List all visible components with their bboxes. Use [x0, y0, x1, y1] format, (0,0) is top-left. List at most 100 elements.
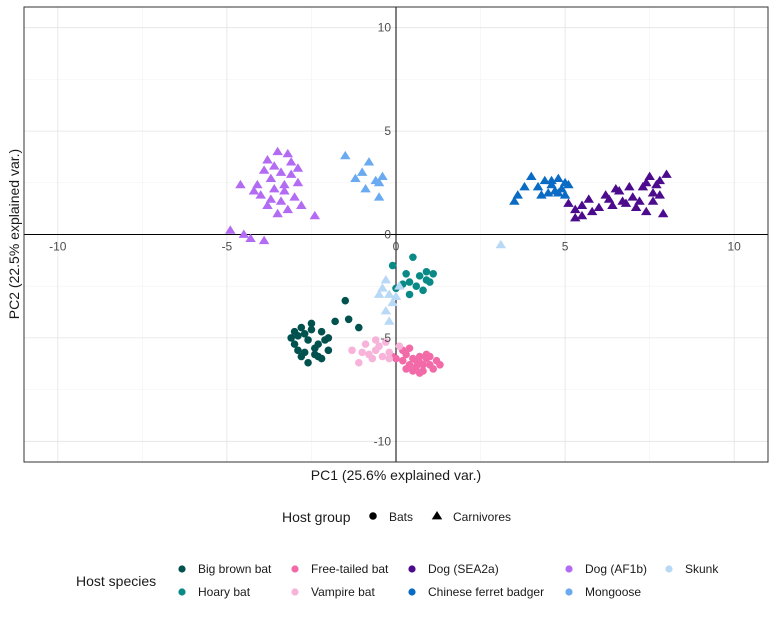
data-point: [553, 188, 564, 197]
data-point: [252, 179, 263, 189]
series-vampire-bat: [348, 336, 404, 367]
zero-reference-lines: [24, 7, 768, 462]
data-point: [225, 225, 236, 234]
data-point: [292, 177, 304, 187]
color-legend-key: [665, 565, 673, 573]
data-point: [269, 161, 280, 170]
data-point: [297, 323, 306, 332]
data-point: [373, 289, 385, 298]
data-point: [368, 354, 377, 363]
data-point: [340, 150, 351, 160]
data-point: [344, 315, 353, 324]
data-point: [279, 179, 290, 189]
data-point: [422, 267, 431, 276]
data-point: [307, 319, 316, 328]
data-point: [262, 200, 273, 209]
series-big-brown-bat: [287, 296, 363, 367]
data-point: [647, 188, 659, 197]
data-point: [630, 202, 642, 212]
data-point: [536, 190, 547, 199]
data-point: [641, 206, 652, 216]
data-point: [422, 276, 431, 284]
data-point: [235, 179, 246, 189]
data-point: [317, 327, 326, 336]
data-point: [583, 194, 594, 203]
y-tick-label: 0: [384, 228, 391, 242]
data-point: [285, 157, 297, 166]
data-point: [356, 167, 368, 176]
data-point: [409, 367, 417, 375]
data-point: [314, 352, 322, 361]
data-point: [624, 181, 635, 191]
data-point: [384, 316, 395, 325]
x-tick-label: 10: [728, 240, 742, 254]
x-tick-label: -10: [49, 240, 67, 254]
data-point: [593, 202, 605, 212]
data-point: [262, 155, 273, 164]
plot-border: [23, 6, 769, 463]
data-point: [307, 325, 316, 334]
data-point: [419, 361, 427, 369]
data-point: [382, 338, 390, 346]
data-point: [395, 342, 404, 350]
data-point: [279, 186, 290, 195]
data-point: [324, 334, 333, 342]
data-point: [576, 200, 588, 209]
data-point: [297, 352, 306, 361]
y-tick-label: 5: [384, 124, 391, 138]
series-mongoose: [340, 150, 388, 201]
data-point: [355, 358, 363, 367]
data-point: [647, 196, 659, 205]
data-point: [375, 342, 383, 350]
data-point: [627, 192, 638, 201]
color-legend-title: Host species: [76, 573, 156, 589]
data-point: [390, 291, 402, 300]
data-point: [265, 173, 277, 183]
data-point: [617, 196, 628, 205]
data-point: [269, 183, 280, 193]
data-point: [563, 198, 574, 207]
color-legend-key: [408, 565, 416, 573]
data-point: [377, 171, 388, 180]
data-point: [651, 179, 662, 189]
data-point: [570, 204, 581, 214]
data-point: [304, 358, 312, 367]
data-point: [519, 181, 530, 191]
data-point: [412, 282, 421, 290]
data-point: [402, 365, 410, 373]
data-point: [402, 270, 410, 278]
x-axis-title: PC1 (25.6% explained var.): [311, 467, 481, 483]
y-tick-label: -10: [374, 434, 392, 448]
series-chinese-ferret-badger: [509, 171, 574, 205]
data-point: [409, 253, 417, 262]
data-point: [245, 233, 256, 243]
color-legend-key: [178, 588, 186, 596]
data-point: [607, 200, 618, 209]
color-legend-key: [408, 588, 416, 596]
data-point: [641, 177, 652, 187]
data-point: [532, 181, 544, 191]
data-point: [363, 157, 375, 166]
data-point: [348, 346, 356, 355]
data-point: [300, 329, 309, 338]
data-point: [394, 281, 405, 290]
data-point: [360, 183, 371, 193]
data-point: [272, 208, 283, 218]
data-point: [355, 323, 363, 332]
color-legend-label: Vampire bat: [311, 585, 375, 599]
data-point: [546, 175, 557, 185]
data-point: [388, 261, 397, 270]
data-point: [385, 348, 394, 357]
data-point: [341, 296, 350, 305]
series-hoary-bat: [388, 253, 437, 299]
data-point: [258, 165, 270, 174]
color-legend-key: [291, 565, 299, 573]
shape-legend-label: Bats: [389, 510, 413, 524]
data-point: [350, 173, 361, 183]
shape-legend-key: [369, 512, 377, 520]
shape-legend-label: Carnivores: [453, 510, 511, 524]
color-legend-label: Dog (AF1b): [585, 562, 647, 576]
data-point: [405, 278, 414, 286]
series-dog-af1b: [225, 146, 321, 245]
data-point: [380, 274, 392, 284]
